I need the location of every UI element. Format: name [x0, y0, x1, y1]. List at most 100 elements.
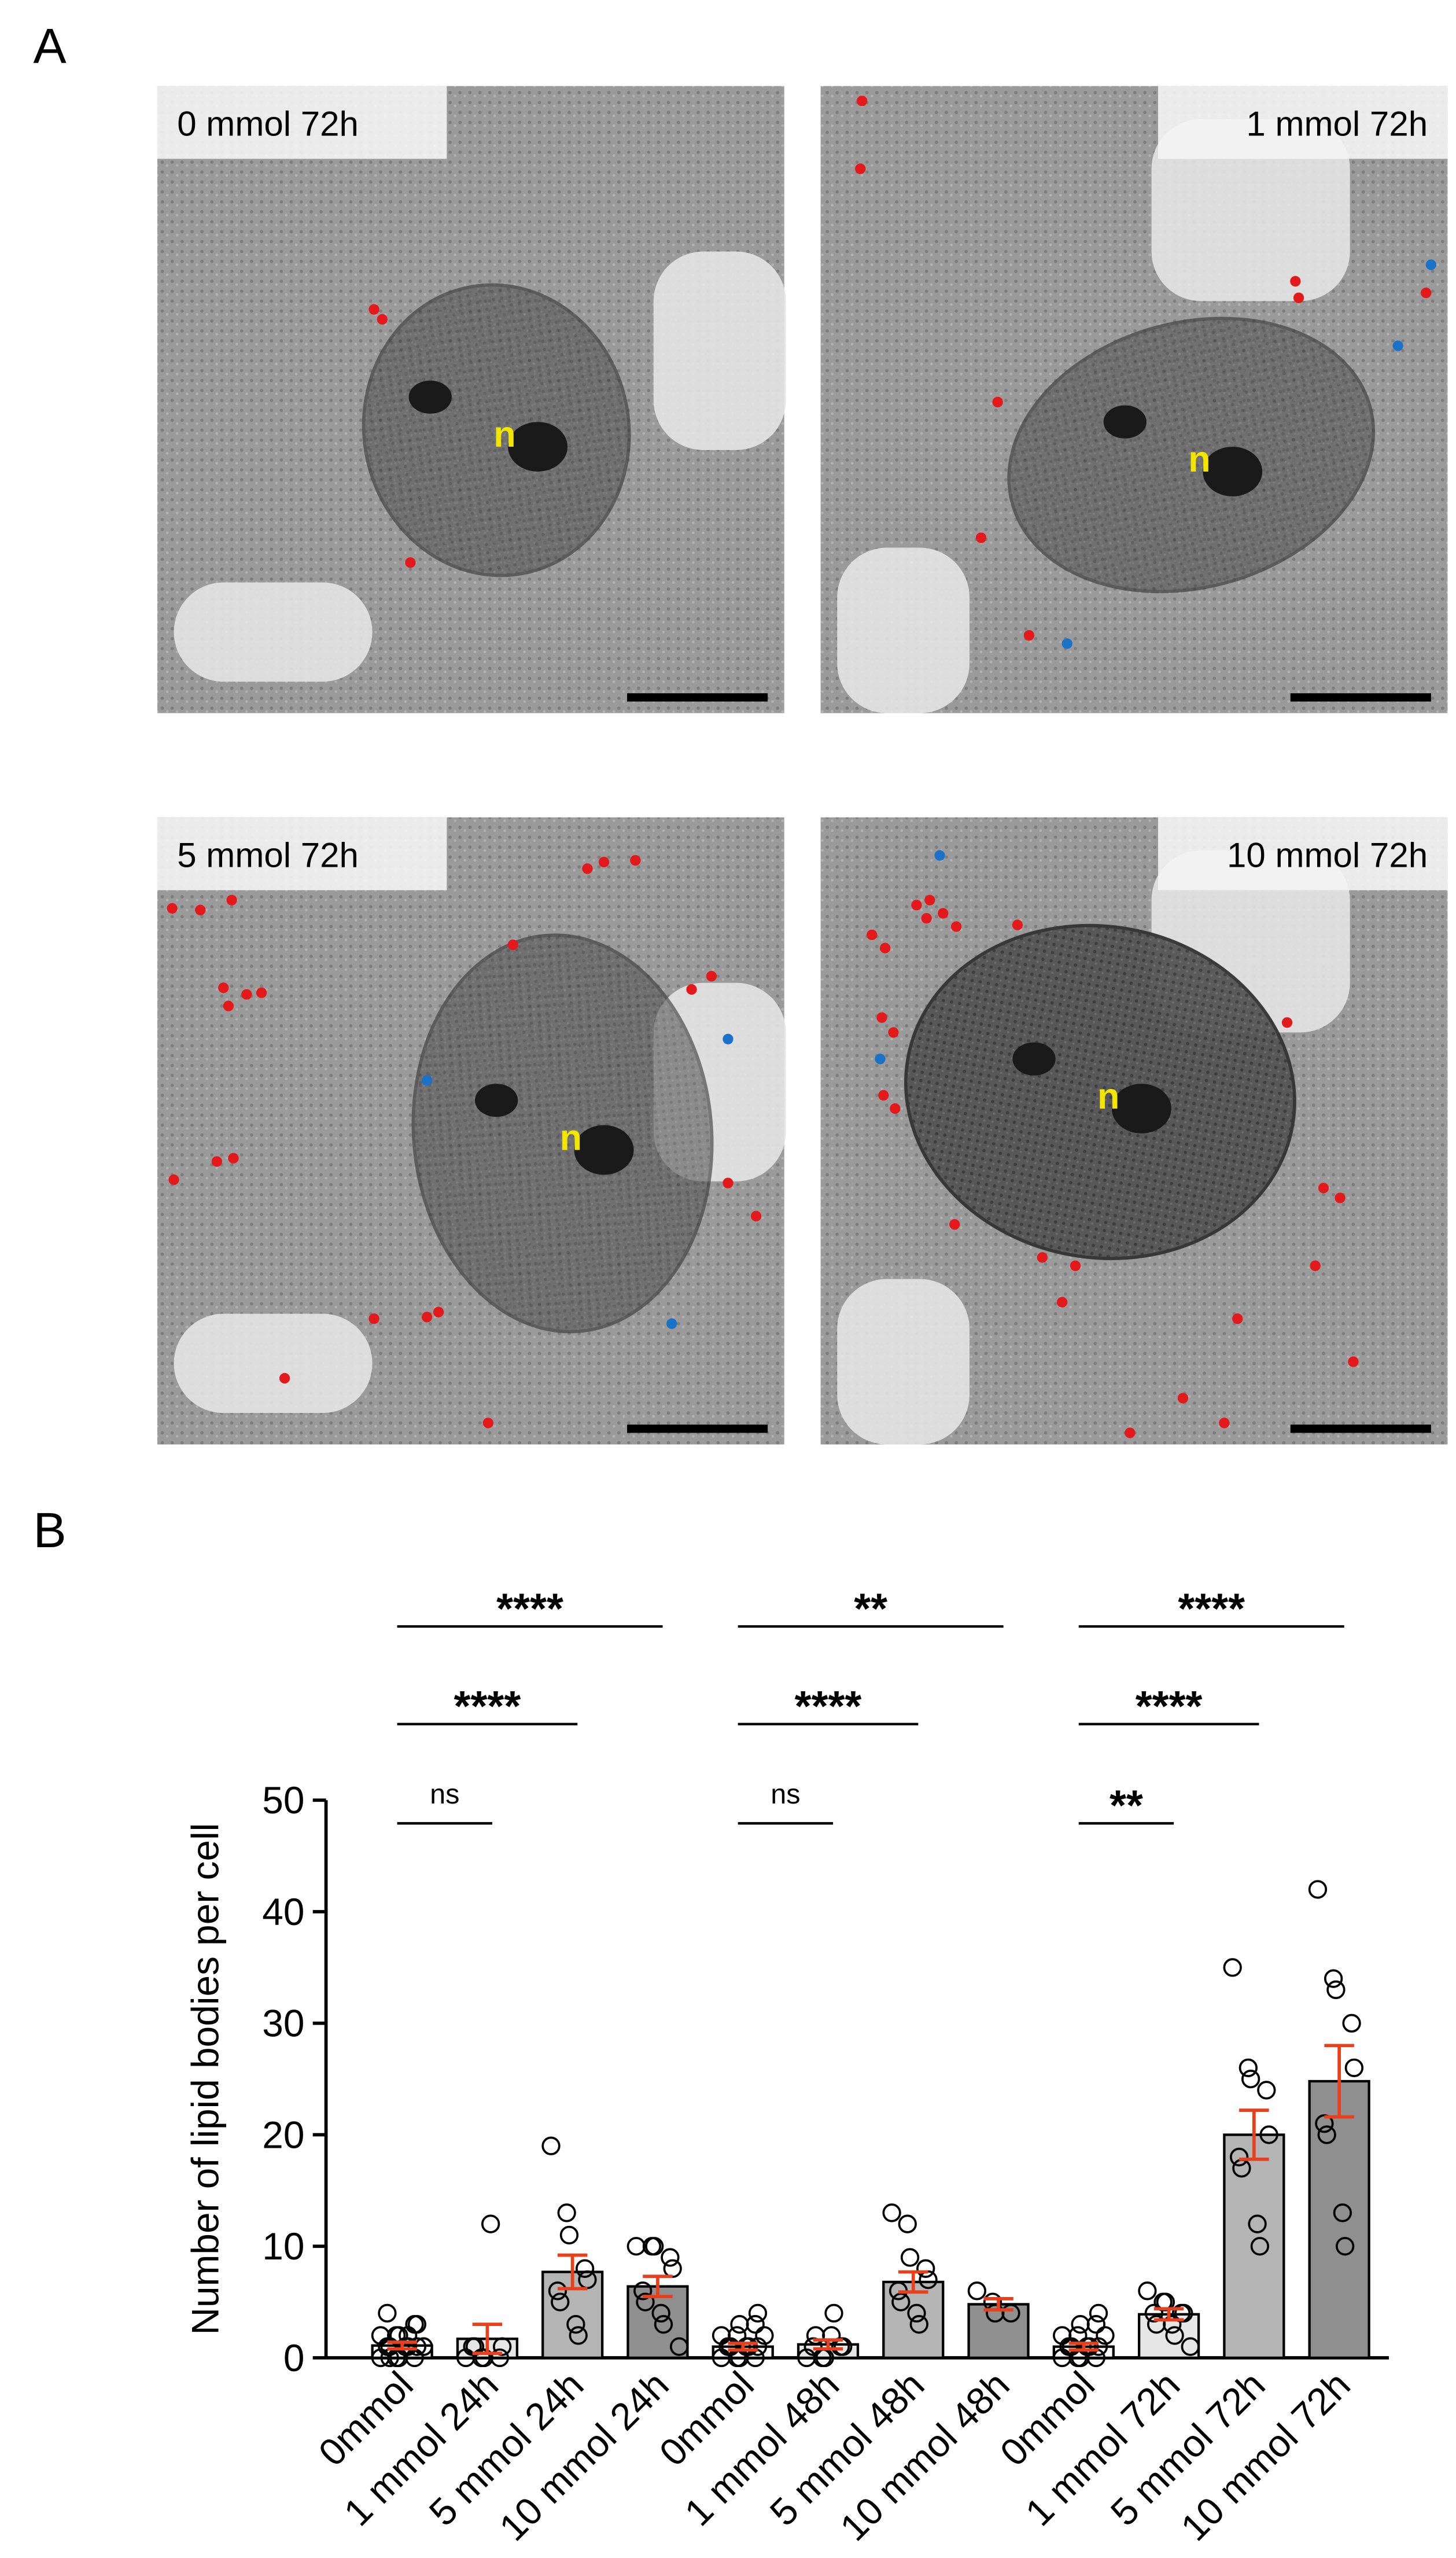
nucleus	[411, 933, 714, 1334]
lipid-body-marker	[1335, 1192, 1346, 1203]
label-box	[157, 817, 447, 890]
image-label: 0 mmol 72h	[177, 104, 359, 143]
marker	[1392, 340, 1403, 351]
lipid-body-marker	[1348, 1356, 1359, 1367]
lipid-body-marker	[949, 1219, 960, 1230]
data-point	[1326, 1980, 1346, 2000]
lipid-body-marker	[421, 1312, 433, 1323]
data-point	[1317, 2125, 1336, 2144]
lipid-body-marker	[1310, 1260, 1321, 1271]
data-point	[1001, 2303, 1020, 2323]
data-point	[1333, 2203, 1352, 2222]
significance-label: ****	[454, 1682, 521, 1730]
data-point	[822, 2326, 841, 2345]
lipid-body-marker	[706, 971, 717, 982]
data-point	[1080, 2337, 1099, 2356]
lipid-body-marker	[890, 1103, 901, 1114]
lipid-body-marker	[975, 532, 987, 543]
significance-label: **	[854, 1584, 887, 1632]
lipid-body-marker	[167, 903, 178, 914]
lipid-body-marker	[482, 1418, 494, 1429]
data-point	[1259, 2125, 1278, 2144]
empty-space	[1151, 119, 1350, 301]
lipid-body-marker	[630, 855, 641, 866]
significance-label: ****	[496, 1584, 563, 1632]
data-point	[407, 2315, 427, 2334]
empty-space	[653, 251, 786, 450]
micrograph: n 0 mmol 72h	[157, 86, 786, 713]
micrograph: n 5 mmol 72h	[157, 817, 786, 1445]
nucleolus	[1203, 447, 1263, 496]
y-tick-label: 0	[283, 2336, 305, 2379]
data-point	[891, 2292, 911, 2312]
marker	[934, 850, 945, 861]
nucleolus	[408, 380, 452, 414]
data-point	[569, 2326, 588, 2345]
lipid-body-marker	[888, 1027, 899, 1038]
data-point	[566, 2315, 585, 2334]
data-point	[396, 2337, 415, 2356]
data-point	[755, 2326, 774, 2345]
data-point	[407, 2337, 427, 2356]
data-point	[1223, 1958, 1242, 1977]
data-point	[748, 2303, 768, 2323]
scale-bar	[627, 1425, 768, 1433]
data-point	[1248, 2214, 1267, 2233]
y-tick-label: 20	[262, 2113, 304, 2156]
data-point	[900, 2248, 920, 2267]
lipid-body-marker	[992, 396, 1003, 408]
data-point	[654, 2315, 673, 2334]
data-point	[916, 2259, 935, 2278]
lipid-body-marker	[433, 1306, 444, 1317]
nucleus-label: n	[560, 1117, 582, 1158]
data-point	[834, 2337, 853, 2356]
marker	[666, 1318, 677, 1329]
empty-space	[837, 547, 970, 713]
lipid-body-marker	[1125, 1427, 1136, 1438]
lipid-body-marker	[1070, 1260, 1081, 1271]
nucleus-label: n	[1188, 439, 1210, 480]
lipid-body-marker	[950, 921, 962, 932]
lipid-body-marker	[723, 1177, 733, 1188]
lipid-body-marker	[228, 1153, 239, 1164]
empty-space	[174, 1313, 373, 1414]
scale-bar	[1290, 1425, 1431, 1433]
y-tick-label: 50	[262, 1779, 304, 1821]
y-tick-label: 40	[262, 1890, 304, 1933]
data-point	[1096, 2326, 1115, 2345]
label-box	[1158, 86, 1448, 159]
lipid-body-marker	[880, 943, 891, 954]
data-point	[824, 2303, 843, 2323]
y-tick-label: 30	[262, 2002, 304, 2045]
nucleolus	[1103, 405, 1147, 439]
lipid-body-marker	[256, 987, 267, 998]
scale-bar	[1290, 693, 1431, 702]
data-point	[1335, 2237, 1355, 2256]
lipid-body-marker	[1037, 1252, 1048, 1263]
panel-label: B	[33, 1503, 66, 1558]
data-point	[575, 2259, 595, 2278]
lipid-body-marker	[1023, 630, 1035, 641]
label-box	[157, 86, 447, 159]
data-point	[746, 2315, 765, 2334]
data-point	[557, 2203, 576, 2222]
lipid-body-marker	[911, 900, 922, 911]
data-point	[490, 2348, 510, 2368]
lipid-body-marker	[1012, 919, 1023, 930]
lipid-body-marker	[924, 895, 935, 906]
label-box	[1158, 817, 1448, 890]
image-label: 1 mmol 72h	[1246, 104, 1428, 143]
data-point	[882, 2203, 901, 2222]
lipid-body-marker	[1281, 1017, 1293, 1028]
lipid-body-marker	[876, 1012, 887, 1023]
lipid-body-marker	[855, 163, 866, 174]
lipid-body-marker	[377, 314, 388, 325]
lipid-body-marker	[938, 908, 949, 919]
lipid-body-marker	[1056, 1297, 1068, 1308]
lipid-body-marker	[1421, 288, 1432, 299]
data-point	[1163, 2315, 1182, 2334]
nucleolus	[574, 1125, 634, 1175]
nucleolus	[508, 422, 568, 472]
